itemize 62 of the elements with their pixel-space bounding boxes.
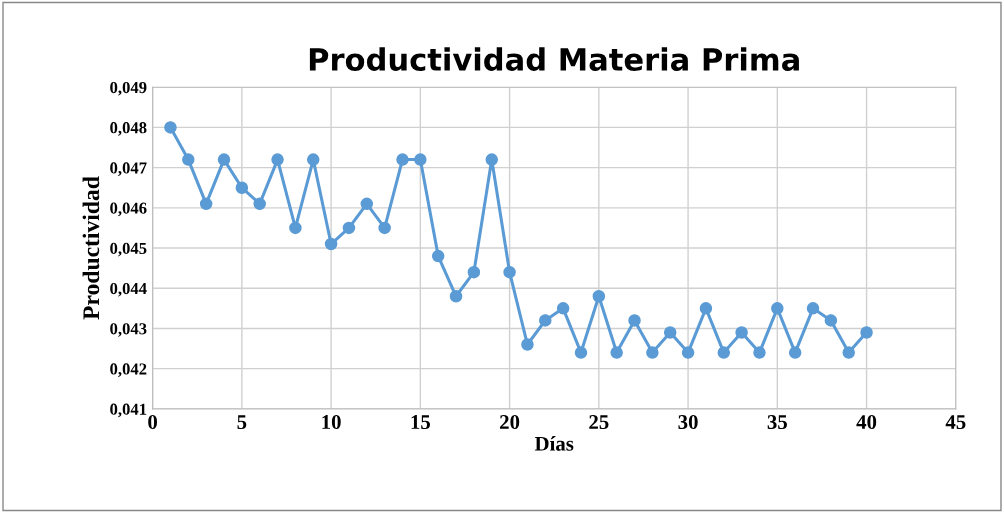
point bbox=[289, 221, 302, 235]
point bbox=[164, 121, 177, 134]
x-tick-label: 40 bbox=[856, 415, 877, 430]
point bbox=[628, 314, 641, 327]
point bbox=[414, 153, 427, 166]
point bbox=[253, 197, 266, 211]
point bbox=[521, 338, 534, 351]
point bbox=[860, 326, 873, 339]
point bbox=[574, 346, 588, 359]
y-tick-label: 0,043 bbox=[110, 323, 147, 337]
point bbox=[788, 346, 802, 359]
x-tick-label: 45 bbox=[945, 415, 966, 430]
point bbox=[342, 221, 356, 235]
y-tick-label: 0,049 bbox=[110, 81, 147, 96]
point bbox=[467, 265, 481, 279]
point bbox=[753, 346, 766, 359]
point bbox=[681, 346, 695, 359]
point bbox=[610, 346, 623, 359]
point bbox=[717, 346, 731, 359]
y-tick-label: 0,045 bbox=[110, 242, 147, 257]
y-tick-label: 0,047 bbox=[110, 162, 147, 176]
point bbox=[771, 302, 784, 315]
point bbox=[449, 290, 463, 303]
point bbox=[735, 326, 748, 339]
point bbox=[646, 346, 659, 359]
x-tick-label: 30 bbox=[678, 415, 698, 430]
x-tick-label: 15 bbox=[411, 415, 430, 430]
point bbox=[235, 181, 249, 194]
point bbox=[396, 153, 409, 166]
point bbox=[539, 314, 552, 327]
x-tick-label: 10 bbox=[322, 415, 341, 430]
point bbox=[556, 302, 570, 315]
point bbox=[485, 153, 498, 166]
x-tick-label: 20 bbox=[500, 415, 520, 430]
point bbox=[824, 314, 838, 327]
point bbox=[431, 249, 445, 263]
point bbox=[699, 302, 713, 315]
point bbox=[199, 197, 213, 211]
point bbox=[360, 197, 374, 211]
point bbox=[378, 221, 391, 235]
y-tick-label: 0,048 bbox=[110, 122, 147, 136]
point bbox=[842, 346, 855, 359]
point bbox=[503, 265, 516, 279]
y-tick-label: 0,042 bbox=[110, 363, 147, 378]
x-axis-title: Días bbox=[534, 436, 574, 451]
point bbox=[663, 326, 677, 339]
x-tick-label: 25 bbox=[589, 415, 609, 430]
point bbox=[324, 237, 338, 251]
point bbox=[806, 302, 820, 315]
y-tick-label: 0,044 bbox=[110, 282, 147, 297]
point bbox=[271, 153, 284, 166]
point bbox=[217, 153, 231, 166]
point bbox=[592, 290, 606, 303]
y-tick-label: 0,041 bbox=[110, 403, 147, 418]
chart-title: Productividad Materia Prima bbox=[309, 47, 799, 71]
point bbox=[182, 153, 195, 166]
y-axis-title: Productividad bbox=[82, 176, 100, 320]
x-tick-label: 35 bbox=[767, 415, 787, 430]
y-tick-label: 0,046 bbox=[110, 202, 147, 217]
point bbox=[306, 153, 320, 166]
x-tick-label: 0 bbox=[148, 415, 158, 430]
x-tick-label: 5 bbox=[237, 415, 247, 430]
